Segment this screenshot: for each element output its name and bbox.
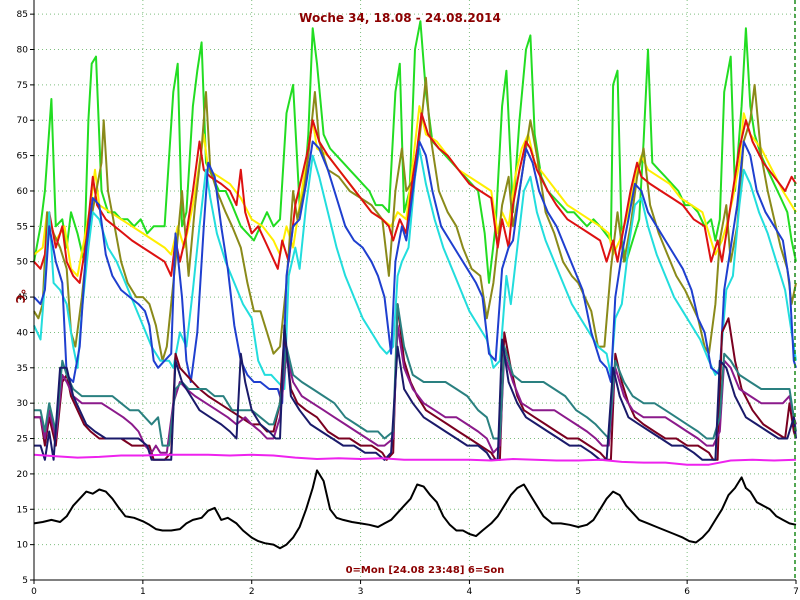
y-tick-label: 5 <box>22 576 28 586</box>
y-tick-label: 30 <box>17 399 29 409</box>
series-lines <box>33 20 797 550</box>
chart-title: Woche 34, 18.08 - 24.08.2014 <box>299 11 501 25</box>
x-tick-label: 3 <box>358 587 364 597</box>
series-line-3 <box>33 76 797 362</box>
y-axis-unit-label: °C <box>13 289 27 304</box>
axes <box>30 0 797 584</box>
chart-footer: 0=Mon [24.08 23:48] 6=Son <box>346 565 505 576</box>
series-line-10 <box>34 324 797 461</box>
y-tick-label: 80 <box>17 46 29 56</box>
y-tick-label: 60 <box>17 187 29 197</box>
y-tick-label: 45 <box>17 293 28 303</box>
series-line-1 <box>33 20 797 284</box>
y-tick-label: 10 <box>17 541 29 551</box>
series-line-7 <box>34 303 797 461</box>
x-tick-label: 1 <box>140 587 146 597</box>
y-tick-label: 70 <box>17 116 29 126</box>
y-tick-label: 55 <box>17 222 28 232</box>
y-tick-label: 75 <box>17 81 28 91</box>
series-line-4 <box>33 112 797 284</box>
plot-background <box>34 0 796 580</box>
x-tick-label: 5 <box>575 587 581 597</box>
x-tick-label: 6 <box>684 587 690 597</box>
y-tick-label: 50 <box>17 258 29 268</box>
y-tick-label: 40 <box>17 328 29 338</box>
y-tick-label: 20 <box>17 470 29 480</box>
series-line-11 <box>33 453 797 466</box>
y-tick-label: 65 <box>17 152 28 162</box>
y-tick-label: 85 <box>17 10 28 20</box>
series-line-2 <box>33 105 797 277</box>
x-tick-label: 4 <box>467 587 473 597</box>
y-tick-label: 35 <box>17 364 28 374</box>
x-tick-label: 2 <box>249 587 255 597</box>
x-tick-label: 0 <box>31 587 37 597</box>
series-line-6 <box>33 140 797 405</box>
x-tick-label: 7 <box>793 587 799 597</box>
y-tick-label: 25 <box>17 435 28 445</box>
series-line-12 <box>33 469 797 550</box>
y-tick-label: 15 <box>17 505 28 515</box>
